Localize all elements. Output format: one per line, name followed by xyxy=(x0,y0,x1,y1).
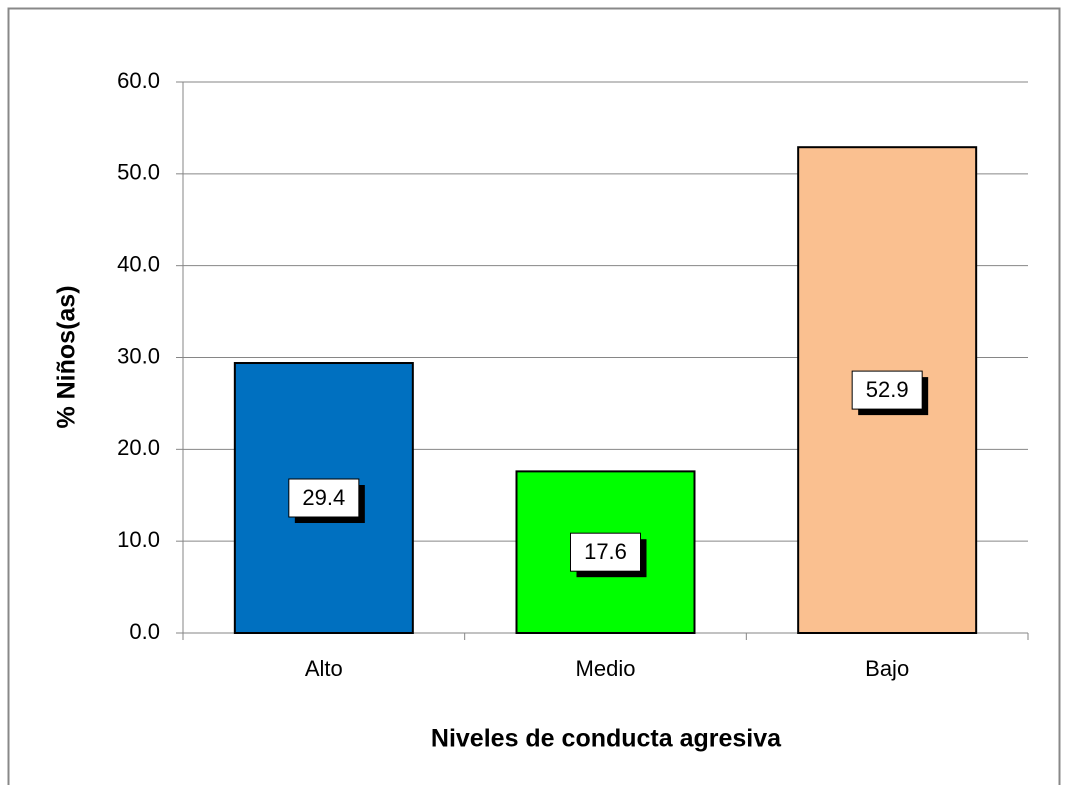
data-label-box xyxy=(851,370,923,410)
y-tick-label: 10.0 xyxy=(117,527,160,552)
x-tick-label: Bajo xyxy=(865,656,909,681)
y-axis-title: % Niños(as) xyxy=(53,285,81,428)
y-tick-label: 0.0 xyxy=(129,619,160,644)
bar xyxy=(797,146,978,634)
y-tick-label: 40.0 xyxy=(117,251,160,276)
y-tick-label: 30.0 xyxy=(117,343,160,368)
x-tick-label: Medio xyxy=(576,656,636,681)
y-tick-label: 50.0 xyxy=(117,160,160,185)
y-tick-label: 20.0 xyxy=(117,435,160,460)
y-tick-label: 60.0 xyxy=(117,68,160,93)
data-label: 17.6 xyxy=(584,539,627,564)
x-axis-title: Niveles de conducta agresiva xyxy=(431,725,782,753)
data-label: 52.9 xyxy=(866,377,909,402)
x-tick-label: Alto xyxy=(305,656,343,681)
data-label-box xyxy=(288,478,360,518)
data-label-box xyxy=(570,532,641,572)
data-label: 29.4 xyxy=(302,485,345,510)
